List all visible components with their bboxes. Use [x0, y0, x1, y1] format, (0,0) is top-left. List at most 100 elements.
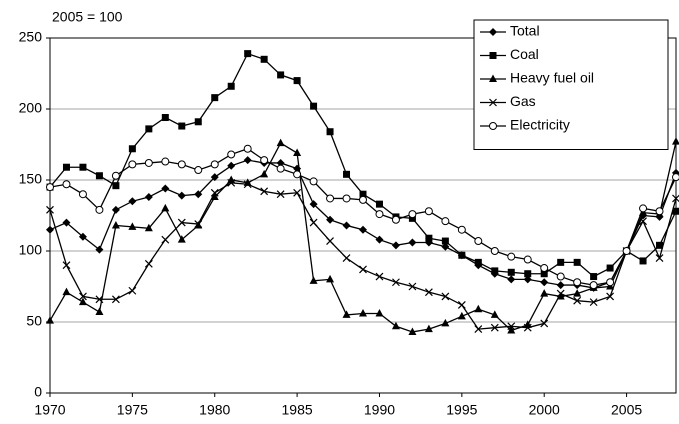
- marker: [474, 325, 483, 334]
- marker: [95, 205, 104, 214]
- marker: [507, 322, 516, 331]
- marker: [276, 158, 285, 167]
- marker: [112, 182, 120, 190]
- marker: [161, 235, 170, 244]
- marker: [489, 98, 497, 107]
- marker: [343, 170, 351, 178]
- marker: [144, 259, 153, 268]
- marker: [78, 190, 87, 199]
- marker: [672, 207, 679, 215]
- marker: [194, 220, 203, 228]
- legend-box: [473, 19, 669, 150]
- marker: [441, 292, 450, 301]
- marker: [359, 195, 367, 204]
- marker: [62, 163, 70, 171]
- marker: [507, 252, 516, 261]
- line: [49, 148, 677, 286]
- x-tick-label: 1990: [364, 402, 395, 418]
- marker: [556, 272, 565, 281]
- marker: [540, 278, 549, 287]
- marker: [309, 276, 318, 284]
- marker: [672, 173, 679, 182]
- marker: [408, 282, 417, 291]
- marker: [161, 203, 170, 212]
- legend-label: Electricity: [510, 117, 570, 133]
- marker: [458, 251, 466, 259]
- marker: [655, 254, 664, 263]
- series: [46, 178, 679, 334]
- marker: [490, 310, 499, 318]
- x-tick-label: 1975: [117, 402, 148, 418]
- marker: [293, 148, 302, 157]
- marker: [95, 307, 104, 316]
- marker: [489, 52, 497, 59]
- marker: [474, 304, 483, 313]
- marker: [78, 232, 87, 241]
- legend-label: Gas: [510, 93, 536, 109]
- legend-label: Coal: [510, 46, 539, 62]
- marker: [177, 235, 186, 243]
- marker: [424, 324, 433, 333]
- marker: [556, 289, 565, 298]
- marker: [391, 321, 400, 330]
- marker: [556, 281, 565, 290]
- marker: [161, 184, 170, 193]
- marker: [524, 270, 532, 278]
- marker: [507, 268, 515, 276]
- marker: [342, 310, 351, 318]
- series: [46, 50, 679, 281]
- marker: [457, 301, 466, 309]
- marker: [62, 261, 71, 270]
- y-tick-label: 200: [19, 100, 43, 116]
- x-tick-label: 1980: [199, 402, 230, 418]
- marker: [62, 287, 71, 296]
- marker: [177, 160, 186, 169]
- marker: [672, 137, 679, 145]
- marker: [111, 220, 120, 229]
- marker: [276, 190, 285, 199]
- marker: [408, 327, 417, 335]
- marker: [424, 288, 433, 297]
- marker: [111, 171, 120, 180]
- marker: [161, 114, 169, 122]
- marker: [359, 190, 367, 198]
- marker: [540, 264, 549, 273]
- marker: [408, 238, 417, 247]
- marker: [457, 311, 466, 320]
- marker: [95, 295, 104, 304]
- marker: [342, 221, 351, 230]
- marker: [326, 215, 335, 224]
- marker: [177, 191, 186, 200]
- marker: [639, 204, 648, 213]
- marker: [260, 169, 269, 178]
- marker: [391, 241, 400, 250]
- marker: [128, 197, 137, 206]
- y-tick-label: 0: [34, 384, 42, 400]
- marker: [128, 145, 136, 153]
- marker: [243, 180, 252, 189]
- marker: [78, 297, 87, 306]
- marker: [128, 222, 137, 230]
- marker: [79, 163, 87, 171]
- marker: [656, 241, 664, 249]
- x-tick-label: 2005: [611, 402, 642, 418]
- series: [46, 144, 679, 290]
- marker: [557, 258, 565, 266]
- marker: [326, 237, 334, 245]
- marker: [310, 102, 318, 110]
- marker: [540, 319, 549, 328]
- marker: [326, 274, 335, 283]
- marker: [46, 205, 54, 214]
- marker: [425, 234, 433, 242]
- marker: [441, 217, 450, 226]
- marker: [111, 295, 120, 304]
- marker: [359, 265, 367, 274]
- x-tick-label: 1985: [282, 402, 313, 418]
- marker: [128, 160, 137, 169]
- marker: [309, 177, 318, 186]
- y-tick-label: 150: [19, 171, 43, 187]
- marker: [490, 323, 499, 332]
- marker: [474, 237, 483, 246]
- marker: [507, 326, 516, 334]
